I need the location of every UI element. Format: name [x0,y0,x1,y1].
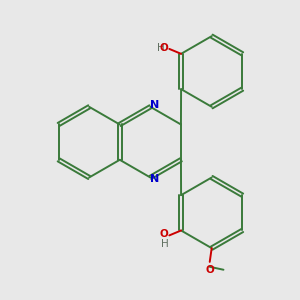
Text: H: H [157,43,164,53]
Text: O: O [160,43,168,53]
Text: N: N [150,100,159,110]
Text: O: O [205,265,214,275]
Text: O: O [160,230,168,239]
Text: H: H [160,239,168,249]
Text: N: N [150,174,159,184]
